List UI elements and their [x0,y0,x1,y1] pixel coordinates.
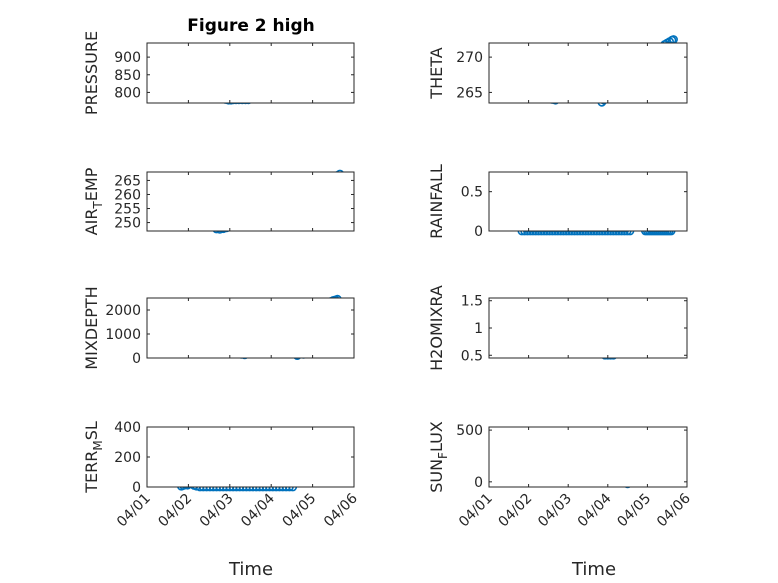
terr_msl-ylabel: TERRMSL [82,421,105,494]
theta-ylabel: THETA [427,47,446,99]
h2omixra-ytick-label: 1.5 [461,294,483,310]
terr_msl-axes-frame [146,426,355,488]
h2omixra-ytick-label: 0.5 [461,348,483,364]
theta-ytick-label: 265 [456,85,483,101]
terr_msl-ytick-label: 0 [132,480,141,496]
h2omixra-axes-frame [488,297,688,359]
pressure-ylabel: PRESSURE [82,31,101,115]
pressure-ytick-label: 900 [114,50,141,66]
xlabel-right: Time [571,559,616,580]
sun_flux-ytick-label: 0 [474,475,483,491]
pressure-axes-frame [146,42,355,104]
pressure-ytick-label: 800 [114,85,141,101]
terr_msl-ylabel-sub: M [91,440,105,450]
terr_msl-ylabel-main: TERR [82,451,101,494]
theta-axes-frame [488,42,688,104]
mixdepth-ylabel: MIXDEPTH [82,286,101,369]
mixdepth-axes-frame [146,297,355,359]
rainfall-ytick-label: 0 [474,224,483,240]
theta-ytick-label: 270 [456,50,483,66]
subplot-theta: 265 270 THETA [427,35,688,107]
sun_flux-ylabel-rest: LUX [427,421,446,452]
air_temp-ylabel: AIRTEMP [82,167,105,235]
sun_flux-ylabel-sub: F [436,452,450,459]
air_temp-ylabel-main: AIR [82,209,101,236]
mixdepth-ytick-label: 2000 [105,303,141,319]
xlabel-left: Time [228,559,273,580]
sun_flux-ylabel: SUNFLUX [427,421,450,493]
air_temp-ytick-label: 265 [114,173,141,189]
subplot-rainfall: 0 0.5 RAINFALL [427,164,688,240]
air_temp-ytick-label: 255 [114,202,141,218]
rainfall-ylabel: RAINFALL [427,164,446,239]
h2omixra-ytick-label: 1 [474,321,483,337]
mixdepth-ytick-label: 0 [132,351,141,367]
terr_msl-ylabel-rest: SL [82,421,101,440]
air_temp-ylabel-sub: T [91,201,105,210]
air_temp-axes-frame [146,171,355,232]
subplot-h2omixra: 0.5 1 1.5 H2OMIXRA [427,285,688,371]
air_temp-ylabel-rest: EMP [82,167,101,201]
air_temp-ytick-label: 260 [114,187,141,203]
air_temp-ytick-label: 250 [114,216,141,232]
terr_msl-ytick-label: 200 [114,450,141,466]
sun_flux-ytick-label: 500 [456,423,483,439]
sun_flux-axes-frame [488,426,688,488]
terr_msl-ytick-label: 400 [114,420,141,436]
pressure-ytick-label: 850 [114,68,141,84]
rainfall-ytick-label: 0.5 [461,185,483,201]
figure-title: Figure 2 high [187,16,315,36]
sun_flux-ylabel-main: SUN [427,459,446,493]
h2omixra-ylabel: H2OMIXRA [427,285,446,371]
mixdepth-ytick-label: 1000 [105,327,141,343]
rainfall-axes-frame [488,171,688,232]
